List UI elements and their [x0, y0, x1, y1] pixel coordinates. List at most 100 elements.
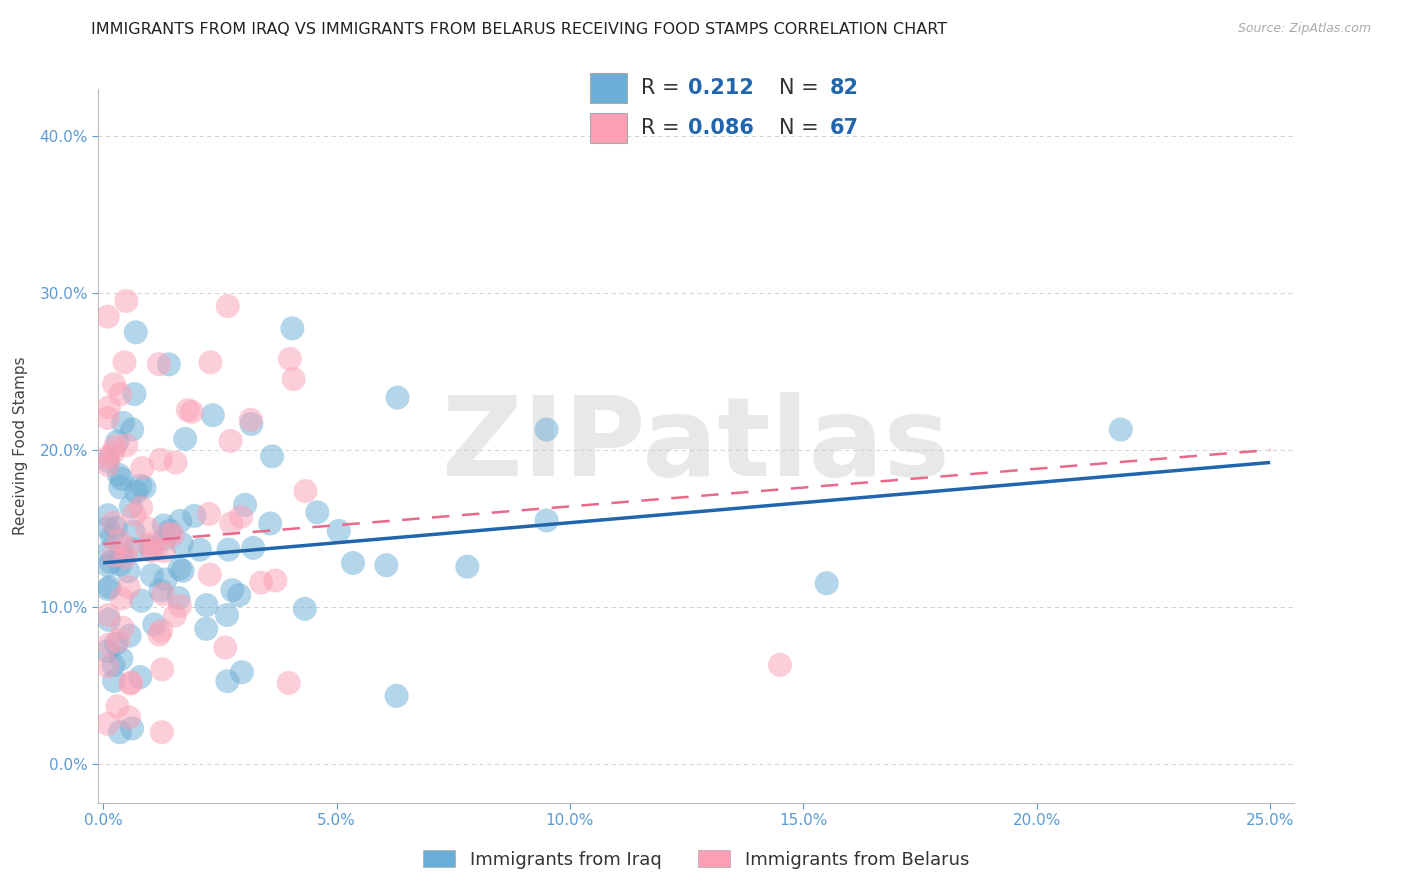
- Point: [97, 310, 120, 324]
- Legend: Immigrants from Iraq, Immigrants from Belarus: Immigrants from Iraq, Immigrants from Be…: [416, 843, 976, 876]
- Point: [101, 516, 124, 530]
- Text: 0.212: 0.212: [688, 78, 754, 98]
- Point: [122, 524, 145, 539]
- Point: [148, 627, 170, 641]
- Point: [169, 599, 191, 613]
- Point: [110, 558, 132, 572]
- Point: [125, 326, 148, 340]
- Point: [157, 526, 180, 541]
- Point: [157, 357, 180, 371]
- Point: [97, 717, 120, 731]
- Point: [108, 725, 131, 739]
- Point: [121, 722, 143, 736]
- Point: [112, 416, 135, 430]
- Point: [165, 456, 187, 470]
- Point: [536, 423, 558, 437]
- Point: [114, 355, 136, 369]
- Point: [100, 529, 122, 543]
- Text: 67: 67: [830, 118, 859, 138]
- Point: [98, 543, 121, 558]
- Point: [149, 583, 172, 598]
- Point: [104, 521, 127, 535]
- Point: [264, 574, 287, 588]
- Point: [143, 542, 166, 557]
- Point: [124, 508, 146, 522]
- Point: [97, 644, 120, 658]
- Point: [122, 542, 145, 557]
- Point: [240, 417, 263, 431]
- Point: [201, 408, 224, 422]
- Point: [97, 638, 120, 652]
- Point: [195, 598, 218, 612]
- Point: [536, 514, 558, 528]
- Point: [277, 676, 299, 690]
- Point: [143, 617, 166, 632]
- Point: [103, 549, 125, 563]
- Point: [385, 689, 408, 703]
- Point: [217, 299, 239, 313]
- Point: [231, 665, 253, 680]
- Point: [229, 509, 252, 524]
- Point: [105, 434, 128, 449]
- Point: [129, 479, 152, 493]
- Point: [114, 550, 136, 565]
- Point: [150, 624, 173, 638]
- Point: [103, 658, 125, 673]
- Point: [294, 484, 316, 499]
- Point: [177, 403, 200, 417]
- Point: [97, 454, 120, 468]
- Point: [195, 622, 218, 636]
- Point: [97, 458, 120, 472]
- Point: [139, 537, 162, 551]
- Point: [278, 351, 301, 366]
- Point: [198, 567, 221, 582]
- Point: [262, 450, 284, 464]
- Point: [111, 621, 134, 635]
- Point: [97, 508, 120, 523]
- Point: [188, 542, 211, 557]
- Point: [107, 633, 129, 648]
- Y-axis label: Receiving Food Stamps: Receiving Food Stamps: [14, 357, 28, 535]
- Point: [97, 659, 120, 673]
- Point: [283, 372, 305, 386]
- Point: [200, 355, 222, 369]
- Point: [103, 673, 125, 688]
- Point: [98, 400, 121, 414]
- Point: [111, 545, 134, 559]
- Point: [214, 640, 236, 655]
- Point: [104, 637, 127, 651]
- Point: [163, 608, 186, 623]
- Point: [98, 580, 121, 594]
- Point: [198, 507, 221, 521]
- Point: [124, 387, 146, 401]
- Text: N =: N =: [779, 118, 825, 138]
- Point: [281, 321, 304, 335]
- Point: [129, 500, 152, 515]
- Point: [141, 568, 163, 582]
- Point: [141, 543, 163, 558]
- Point: [97, 521, 120, 535]
- Point: [183, 508, 205, 523]
- Point: [155, 573, 177, 587]
- Point: [170, 536, 193, 550]
- Point: [100, 555, 122, 569]
- Point: [159, 524, 181, 538]
- Point: [104, 440, 127, 454]
- Point: [110, 652, 132, 666]
- Point: [125, 484, 148, 499]
- Point: [105, 699, 128, 714]
- Point: [115, 541, 138, 555]
- Point: [180, 405, 202, 419]
- Point: [815, 576, 838, 591]
- Point: [148, 357, 170, 371]
- Point: [1109, 423, 1132, 437]
- Point: [131, 593, 153, 607]
- Point: [110, 387, 132, 401]
- Point: [174, 432, 197, 446]
- Text: IMMIGRANTS FROM IRAQ VS IMMIGRANTS FROM BELARUS RECEIVING FOOD STAMPS CORRELATIO: IMMIGRANTS FROM IRAQ VS IMMIGRANTS FROM …: [91, 22, 948, 37]
- Point: [136, 522, 159, 536]
- Point: [97, 450, 120, 465]
- Point: [769, 657, 792, 672]
- Point: [239, 413, 262, 427]
- Point: [456, 559, 478, 574]
